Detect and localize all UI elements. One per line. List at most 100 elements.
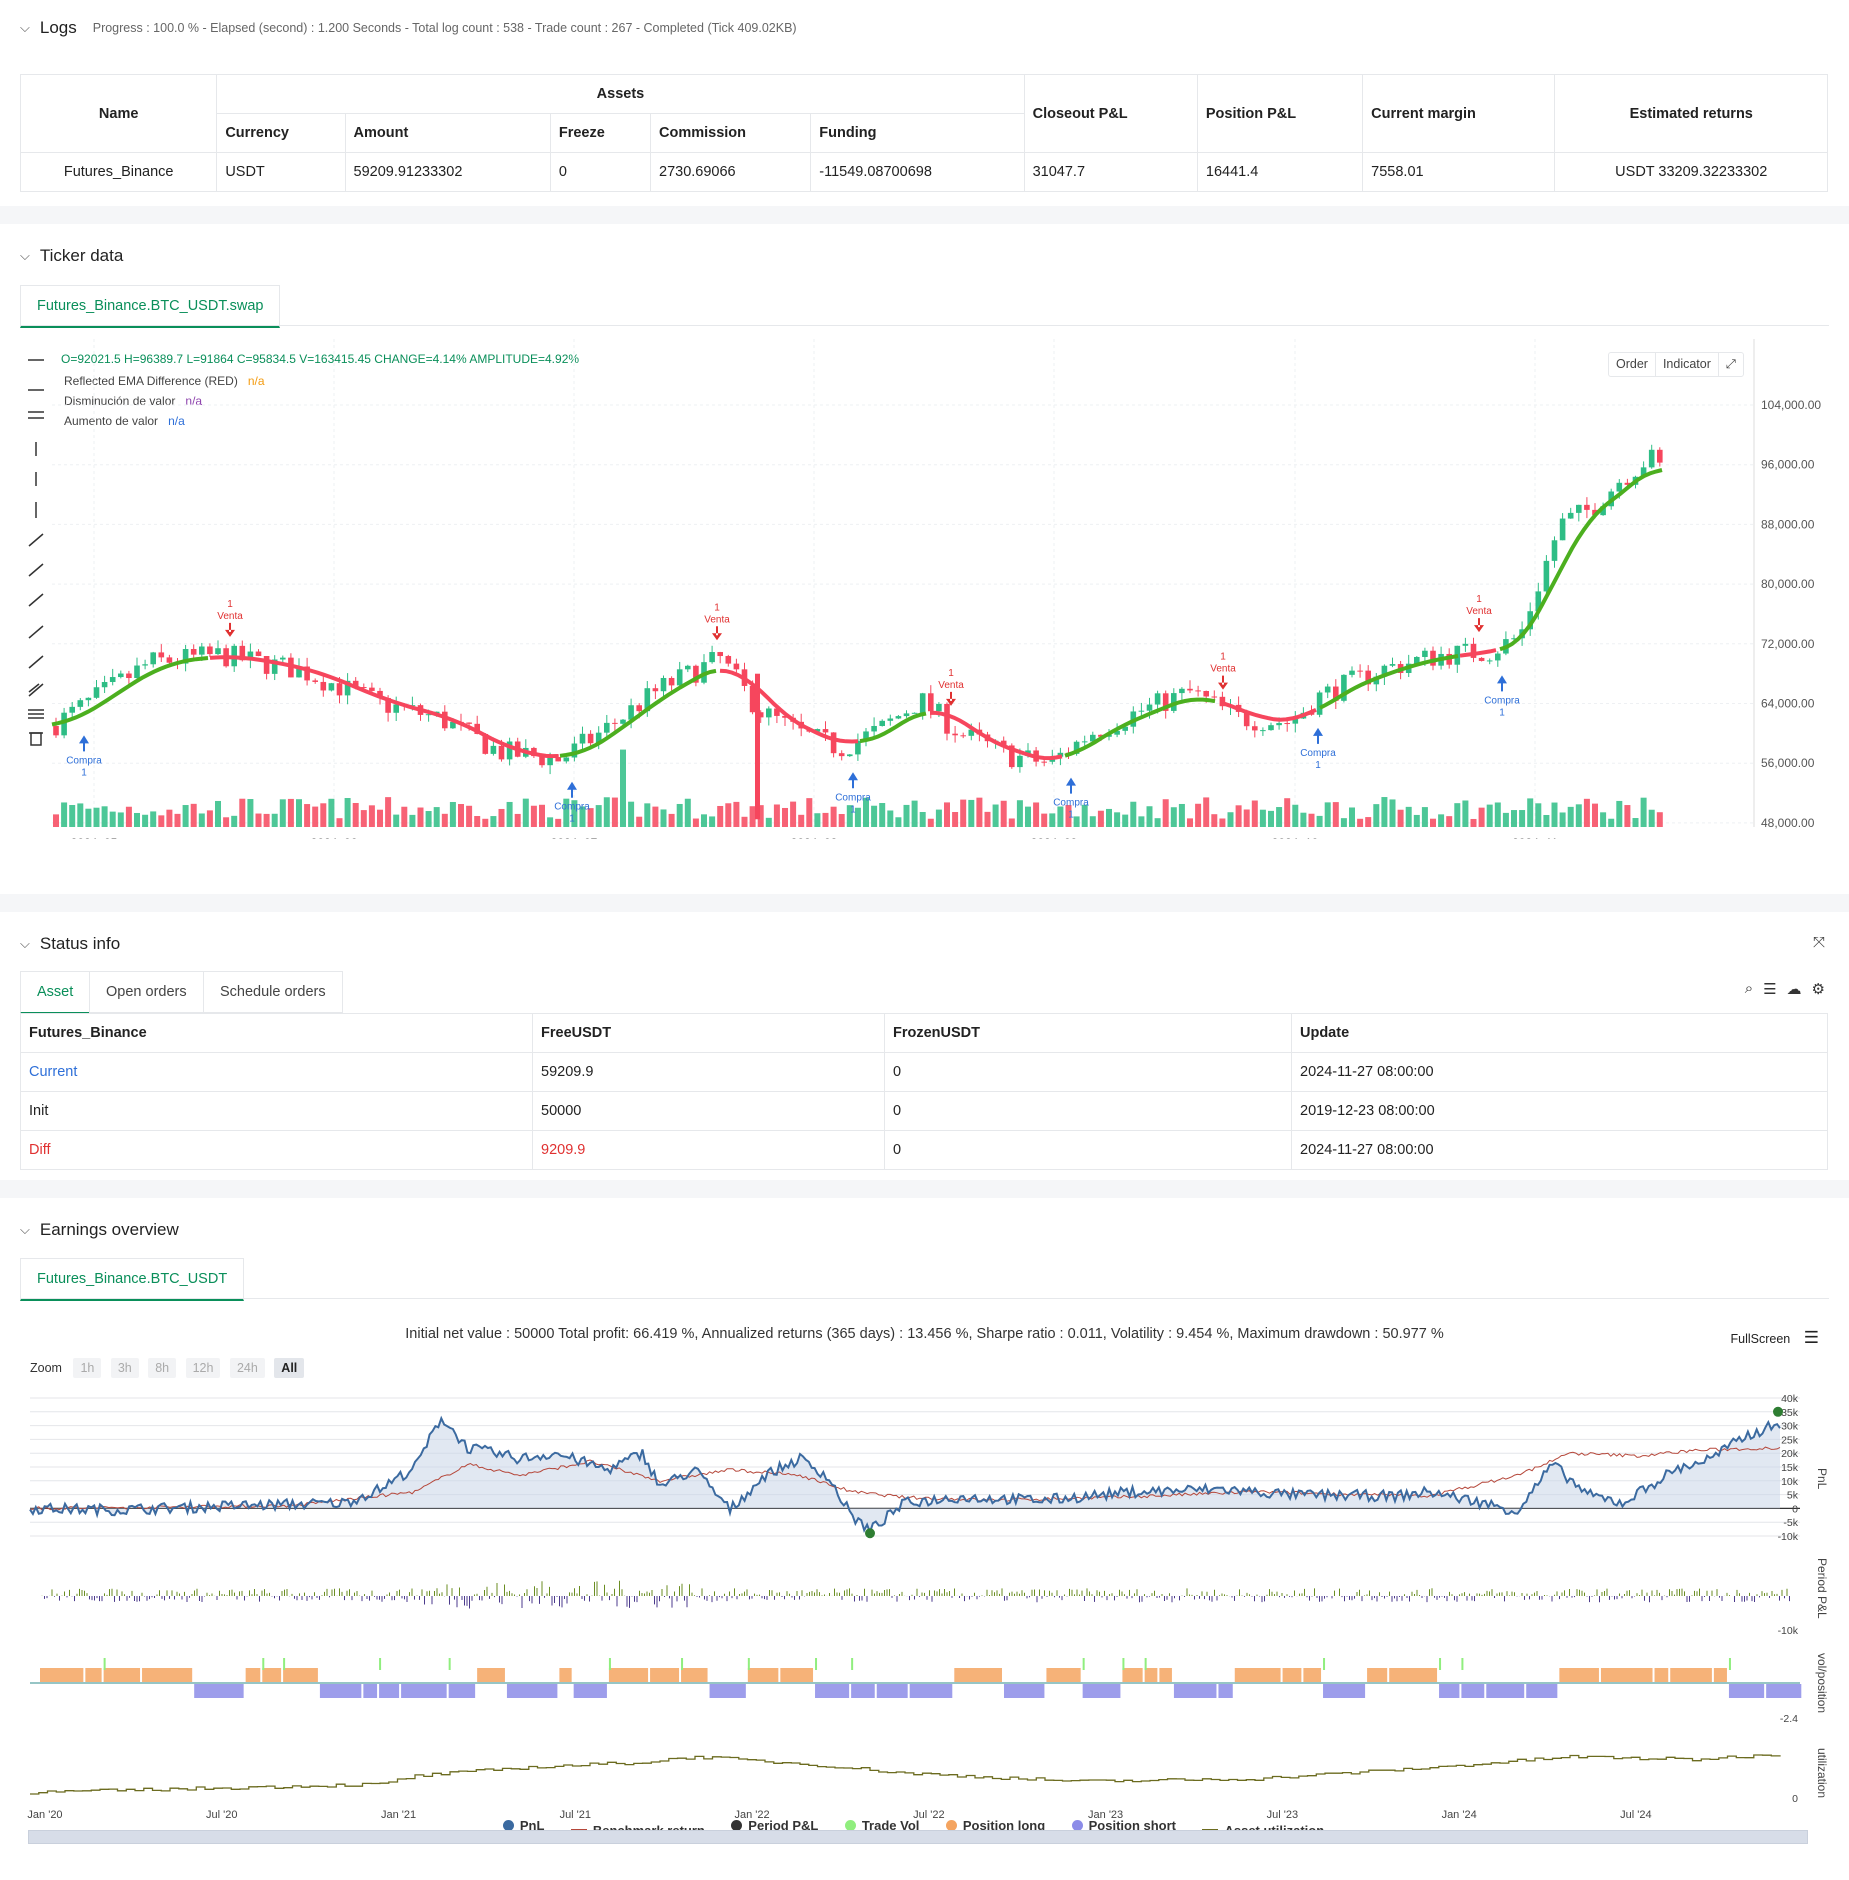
divider bbox=[20, 1298, 1829, 1299]
volume-bar bbox=[1446, 816, 1453, 827]
zoom-1h[interactable]: 1h bbox=[73, 1358, 102, 1378]
utilization-tick-label: 0 bbox=[1792, 1793, 1798, 1805]
volume-bar bbox=[952, 812, 959, 827]
date-tick-label: Jan '22 bbox=[735, 1809, 770, 1821]
tab-asset[interactable]: Asset bbox=[20, 971, 91, 1014]
indicator-row[interactable]: Reflected EMA Difference (RED) n/a bbox=[64, 371, 265, 391]
volume-bar bbox=[247, 799, 254, 827]
candle-body bbox=[207, 646, 213, 655]
candle-body bbox=[1648, 449, 1655, 468]
volume-bar bbox=[1049, 813, 1056, 827]
earnings-header[interactable]: ⌵ Earnings overview bbox=[20, 1220, 179, 1240]
fullscreen-button[interactable]: FullScreen ☰ bbox=[1731, 1328, 1819, 1348]
earnings-chart[interactable]: 40k35k30k25k20k15k10k5k0-5k-10kPnLPeriod… bbox=[0, 1388, 1849, 1868]
chevron-down-icon[interactable]: ⌵ bbox=[20, 936, 30, 951]
status-header[interactable]: ⌵ Status info bbox=[20, 934, 120, 954]
price-tick-label: 88,000.00 bbox=[1761, 517, 1815, 531]
volume-bar bbox=[1373, 804, 1380, 827]
tab-open-orders[interactable]: Open orders bbox=[89, 971, 204, 1013]
candle-body bbox=[1122, 726, 1128, 731]
volume-bar bbox=[206, 810, 213, 827]
position-short-block bbox=[876, 1684, 908, 1698]
candle-body bbox=[1292, 718, 1299, 724]
volume-bar bbox=[1081, 804, 1088, 827]
position-long-block bbox=[85, 1668, 102, 1682]
navigator-bar[interactable] bbox=[28, 1830, 1808, 1844]
cloud-icon[interactable]: ☁ bbox=[1786, 981, 1802, 998]
gear-icon[interactable]: ⚙ bbox=[1811, 981, 1825, 998]
volume-bar bbox=[1632, 818, 1639, 827]
tab-schedule-orders[interactable]: Schedule orders bbox=[203, 971, 343, 1013]
candle-body bbox=[1357, 670, 1363, 672]
trade-vol-tick bbox=[851, 1658, 854, 1670]
position-long-block bbox=[1144, 1668, 1158, 1682]
volume-bar bbox=[458, 804, 464, 827]
collapse-icon[interactable]: ⤧ bbox=[1812, 934, 1825, 951]
order-button[interactable]: Order bbox=[1609, 353, 1656, 376]
row-name: Init bbox=[20, 1091, 533, 1131]
row-name[interactable]: Current bbox=[20, 1052, 533, 1092]
candle-body bbox=[1243, 711, 1250, 727]
indicator-button[interactable]: Indicator bbox=[1656, 353, 1719, 376]
legend-position-long[interactable]: Position long bbox=[945, 1818, 1045, 1833]
toolbar-icons[interactable] bbox=[24, 348, 48, 768]
volume-bar bbox=[757, 805, 764, 827]
position-short-block bbox=[506, 1684, 558, 1698]
legend-dot-icon bbox=[1071, 1820, 1083, 1831]
legend-pnl[interactable]: PnL bbox=[502, 1818, 544, 1833]
legend-period-pnl[interactable]: Period P&L bbox=[731, 1818, 818, 1833]
trade-vol-tick bbox=[1323, 1658, 1326, 1670]
position-short-block bbox=[1728, 1684, 1765, 1698]
candlestick-chart[interactable]: 104,000.00 96,000.00 88,000.00 80,000.00 72,… bbox=[0, 339, 1849, 839]
chevron-down-icon[interactable]: ⌵ bbox=[20, 248, 30, 263]
candle-body bbox=[636, 705, 642, 712]
legend-position-short[interactable]: Position short bbox=[1071, 1818, 1176, 1833]
candle-body bbox=[838, 753, 845, 757]
zoom-24h[interactable]: 24h bbox=[229, 1358, 265, 1378]
zoom-12h[interactable]: 12h bbox=[185, 1358, 221, 1378]
candle-body bbox=[328, 683, 335, 691]
logs-header[interactable]: ⌵ Logs Progress : 100.0 % - Elapsed (sec… bbox=[20, 18, 797, 38]
volume-bar bbox=[806, 798, 813, 827]
sell-arrow-icon bbox=[1218, 675, 1228, 690]
chevron-down-icon[interactable]: ⌵ bbox=[20, 1222, 30, 1237]
chevron-down-icon[interactable]: ⌵ bbox=[20, 20, 30, 35]
candle-body bbox=[1535, 591, 1542, 612]
buy-arrow-icon bbox=[1313, 727, 1323, 744]
tab-earnings-symbol[interactable]: Futures_Binance.BTC_USDT bbox=[20, 1258, 245, 1301]
position-long-block bbox=[1654, 1668, 1669, 1682]
volume-bar bbox=[814, 813, 821, 827]
list-icon[interactable]: ☰ bbox=[1763, 981, 1777, 998]
volume-bar bbox=[1203, 797, 1210, 827]
pnl-tick-label: 10k bbox=[1781, 1476, 1799, 1488]
zoom-all[interactable]: All bbox=[274, 1358, 305, 1378]
expand-icon[interactable]: ⤢ bbox=[1725, 357, 1736, 371]
candle-body bbox=[1600, 506, 1606, 516]
zoom-3h[interactable]: 3h bbox=[110, 1358, 139, 1378]
candle-body bbox=[1090, 734, 1096, 742]
candle-body bbox=[271, 659, 278, 674]
menu-icon[interactable]: ☰ bbox=[1803, 1328, 1819, 1347]
candle-body bbox=[1389, 664, 1396, 666]
indicator-label: Reflected EMA Difference (RED) bbox=[64, 374, 238, 388]
indicator-row[interactable]: Disminución de valor n/a bbox=[64, 391, 265, 411]
volume-bar bbox=[1405, 806, 1412, 827]
legend-trade-vol[interactable]: Trade Vol bbox=[844, 1818, 920, 1833]
sell-signal-qty: 1 bbox=[948, 668, 954, 679]
volume-bar bbox=[77, 803, 84, 827]
indicator-row[interactable]: Aumento de valor n/a bbox=[64, 411, 265, 431]
buy-signal-label: Compra bbox=[66, 755, 102, 766]
volume-bar bbox=[1413, 814, 1420, 827]
candle-body bbox=[1430, 650, 1436, 666]
volume-bar bbox=[1057, 806, 1064, 827]
ticker-header[interactable]: ⌵ Ticker data bbox=[20, 246, 123, 266]
trade-vol-tick bbox=[379, 1658, 382, 1670]
volume-bar bbox=[830, 806, 837, 827]
search-icon[interactable]: ⌕ bbox=[1744, 980, 1754, 997]
candle-body bbox=[1624, 482, 1631, 485]
volume-bar bbox=[1494, 802, 1501, 827]
zoom-8h[interactable]: 8h bbox=[148, 1358, 177, 1378]
candle-body bbox=[733, 663, 740, 670]
legend-label: Trade Vol bbox=[861, 1818, 920, 1833]
tab-ticker-symbol[interactable]: Futures_Binance.BTC_USDT.swap bbox=[20, 285, 281, 328]
